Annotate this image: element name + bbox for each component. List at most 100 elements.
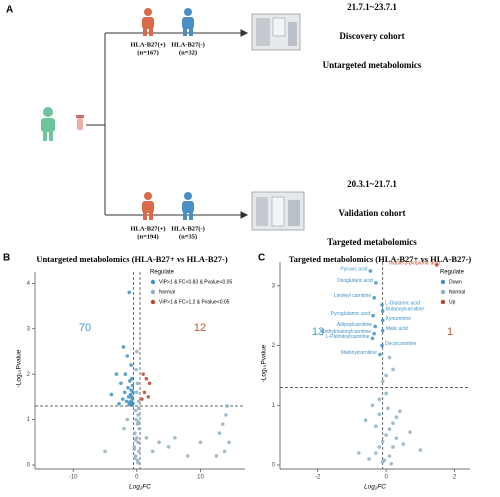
panel-label: C xyxy=(258,253,265,264)
point-label: Oxoglutaric acid xyxy=(337,278,373,284)
point xyxy=(214,454,219,458)
point xyxy=(117,401,121,406)
point xyxy=(109,392,114,397)
legend-label: Up xyxy=(449,299,456,305)
point xyxy=(133,408,138,413)
point xyxy=(126,386,130,390)
point xyxy=(391,445,395,449)
point xyxy=(398,409,402,414)
point xyxy=(367,457,371,461)
point xyxy=(121,345,126,349)
point xyxy=(125,417,130,422)
point xyxy=(131,390,135,395)
point xyxy=(136,413,140,417)
y-tick-label: 3 xyxy=(272,283,276,289)
point xyxy=(121,397,125,401)
point xyxy=(380,379,385,384)
point xyxy=(371,313,375,318)
point-label: L-Glutamic acid xyxy=(385,300,420,306)
person-body xyxy=(182,17,194,29)
point xyxy=(224,413,228,417)
point xyxy=(380,303,384,307)
legend-swatch xyxy=(150,299,156,305)
legend-title: Regulate xyxy=(150,270,175,276)
person-head xyxy=(184,8,192,16)
group-label: HLA-B27(-) xyxy=(171,225,205,232)
point xyxy=(370,336,375,341)
point xyxy=(391,367,395,372)
point xyxy=(136,449,141,454)
cohort-text: HLA-B27(+)(n=167)HLA-B27(-)(n=32)21.7.1~… xyxy=(130,2,421,247)
point xyxy=(222,449,227,454)
group-label: HLA-B27(+) xyxy=(130,41,165,48)
point xyxy=(103,449,107,454)
point-label: Butanoylcarnitine xyxy=(386,306,425,312)
point xyxy=(135,349,139,354)
person-head xyxy=(144,8,152,16)
point xyxy=(394,415,399,420)
count-label: 1 xyxy=(447,326,453,338)
point-label: Methylmalonylcarnitine xyxy=(320,329,371,335)
point xyxy=(217,431,222,436)
group-label: HLA-B27(-) xyxy=(171,41,205,48)
legend-swatch xyxy=(150,289,156,295)
point xyxy=(372,331,376,336)
legend-label: VIP>1 & FC>1.2 & Pvalue<0.05 xyxy=(159,299,230,305)
point xyxy=(136,406,141,411)
point-label: Malic acid xyxy=(386,326,408,332)
legend-label: Normal xyxy=(449,289,465,295)
y-axis-label: -Log₁₀Pvalue xyxy=(16,349,23,387)
x-tick-label: 2 xyxy=(453,475,457,481)
person-leg xyxy=(149,28,153,36)
point xyxy=(380,309,385,313)
point xyxy=(144,435,149,440)
point xyxy=(119,381,123,386)
x-tick-label: -2 xyxy=(315,475,321,481)
group-n: (n=167) xyxy=(137,49,158,56)
person-leg xyxy=(183,212,187,220)
point xyxy=(356,451,361,455)
point xyxy=(387,427,392,431)
point xyxy=(130,383,135,388)
point xyxy=(408,430,412,434)
legend-label: Down xyxy=(449,279,462,285)
group-n: (n=35) xyxy=(179,233,197,240)
point xyxy=(136,460,140,465)
point xyxy=(380,328,385,333)
point xyxy=(129,363,133,367)
chart-title: Targeted metabolomics (HLA-B27+ vs HLA-B… xyxy=(289,254,472,264)
legend-swatch xyxy=(440,279,446,285)
point xyxy=(126,395,131,399)
point xyxy=(377,412,382,417)
point-label: Malonylcarnitine xyxy=(341,350,377,356)
person-leg xyxy=(189,212,193,220)
y-tick-label: 3 xyxy=(27,326,31,332)
y-tick-label: 0 xyxy=(27,463,31,469)
person-leg xyxy=(143,28,147,36)
point xyxy=(387,355,392,360)
point xyxy=(125,354,130,358)
count-label: 70 xyxy=(79,322,91,334)
point xyxy=(372,296,376,300)
cohort-name: Discovery cohort xyxy=(339,31,404,41)
point xyxy=(135,381,140,386)
cohort-date: 21.7.1~23.7.1 xyxy=(347,2,397,12)
point xyxy=(157,440,161,445)
point xyxy=(141,372,145,376)
point xyxy=(146,395,151,399)
legend-title: Regulate xyxy=(440,270,465,276)
point xyxy=(134,367,138,372)
point xyxy=(380,343,384,348)
point xyxy=(225,404,229,408)
person-leg xyxy=(143,212,147,220)
point xyxy=(384,373,388,378)
chart-title: Untargeted metabolomics (HLA-B27+ vs HLA… xyxy=(36,254,228,264)
panel-label: B xyxy=(3,253,10,264)
count-label: 13 xyxy=(312,326,324,338)
point xyxy=(391,421,395,426)
point xyxy=(122,390,127,395)
x-tick-label: 0 xyxy=(384,475,388,481)
point xyxy=(227,440,231,445)
point xyxy=(173,435,177,440)
point xyxy=(368,269,373,273)
